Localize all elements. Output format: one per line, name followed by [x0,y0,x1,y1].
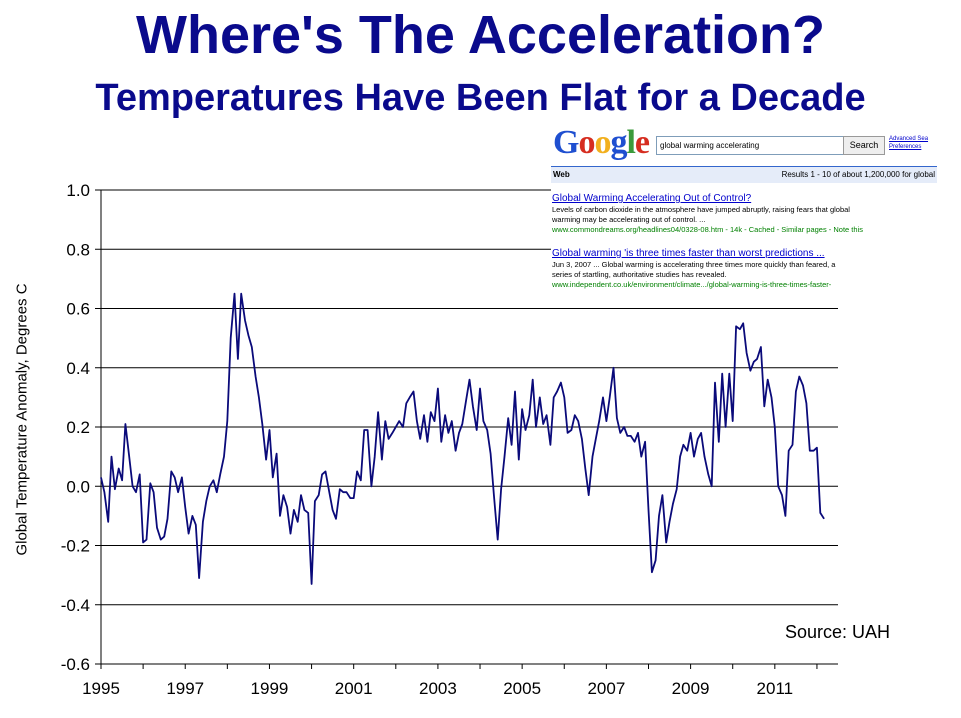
chart-title: Where's The Acceleration? [135,5,826,65]
search-button[interactable]: Search [843,136,885,155]
x-tick-label: 1999 [251,679,289,698]
google-search-inset: Google global warming accelerating Searc… [551,124,937,290]
series-layer [100,292,825,585]
web-label: Web [553,170,570,179]
y-tick-label: 1.0 [66,181,90,200]
result-snippet: series of startling, authoritative studi… [552,270,727,279]
result-url[interactable]: www.independent.co.uk/environment/climat… [552,280,832,289]
result-url[interactable]: www.commondreams.org/headlines04/0328-08… [552,225,863,234]
x-tick-label: 1995 [82,679,120,698]
result-snippet: Jun 3, 2007 ... Global warming is accele… [552,260,836,269]
y-tick-label: 0.4 [66,359,90,378]
axes [95,189,838,669]
x-tick-label: 2007 [587,679,625,698]
chart-subtitle: Temperatures Have Been Flat for a Decade [95,77,866,119]
y-tick-label: -0.2 [61,537,90,556]
preferences-link[interactable]: Preferences [889,144,922,150]
result-title[interactable]: Global Warming Accelerating Out of Contr… [552,193,752,204]
x-tick-label: 2001 [335,679,373,698]
y-tick-label: -0.6 [61,655,90,674]
tick-labels: 1.0 0.8 0.6 0.4 0.2 0.0 -0.2 -0.4 -0.6 1995 1997 19… [61,181,793,698]
y-tick-label: -0.4 [61,596,90,615]
results-count: Results 1 - 10 of about 1,200,000 for gl… [781,170,935,179]
x-tick-label: 1997 [166,679,204,698]
y-tick-label: 0.0 [66,477,90,496]
x-tick-label: 2009 [672,679,710,698]
y-tick-label: 0.6 [66,300,90,319]
result-title[interactable]: Global warming 'is three times faster th… [552,248,825,259]
results-bar: Web Results 1 - 10 of about 1,200,000 fo… [551,166,937,183]
x-tick-label: 2005 [503,679,541,698]
source-label: Source: UAH [785,622,891,642]
y-tick-label: 0.2 [66,418,90,437]
result-snippet: warming may be accelerating out of contr… [552,215,706,224]
search-input[interactable]: global warming accelerating [656,136,844,155]
x-tick-label: 2003 [419,679,457,698]
series-line-1 [100,292,825,585]
result-snippet: Levels of carbon dioxide in the atmosphe… [552,205,850,214]
search-result-2: Global warming 'is three times faster th… [552,248,932,290]
x-tick-label: 2011 [757,679,794,698]
google-logo: Google [553,124,650,161]
gridlines [101,189,838,606]
y-tick-label: 0.8 [66,240,90,259]
advanced-search-link[interactable]: Advanced Sea [889,136,929,142]
y-axis-title: Global Temperature Anomaly, Degrees C [13,283,31,556]
search-result-1: Global Warming Accelerating Out of Contr… [552,193,932,235]
